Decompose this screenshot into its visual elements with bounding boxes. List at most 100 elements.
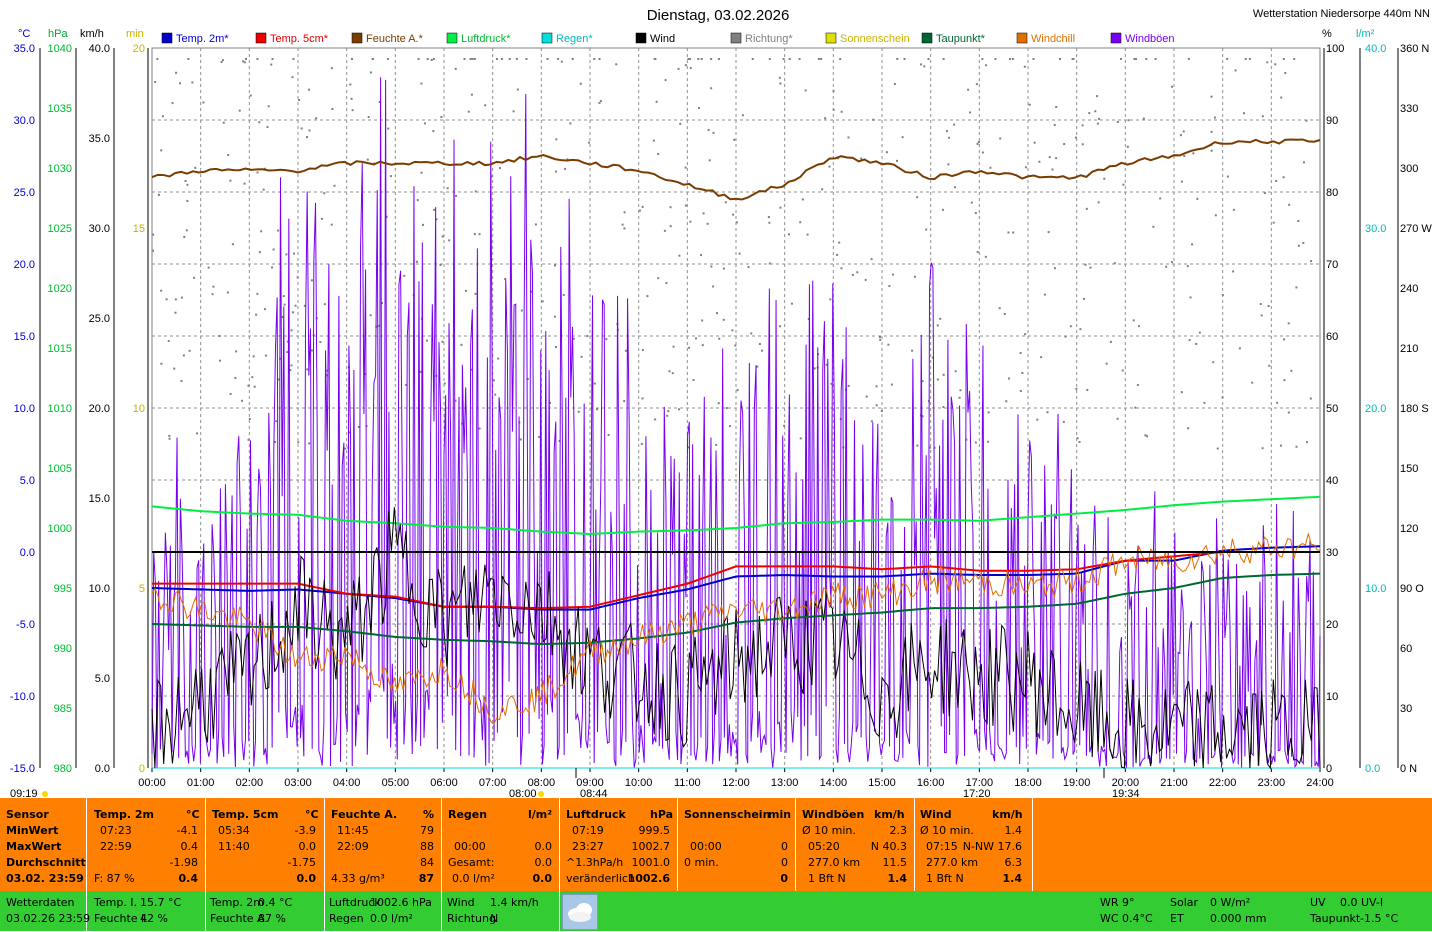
direction-dot <box>1126 145 1129 148</box>
hum-min-time: 11:45 <box>337 824 369 837</box>
direction-dot <box>678 408 681 411</box>
temp2-header: Temp. 2m <box>94 808 154 821</box>
direction-dot <box>277 229 280 232</box>
direction-tick-label: 240 <box>1400 283 1418 295</box>
direction-dot <box>663 229 666 232</box>
direction-dot <box>1081 143 1084 146</box>
direction-dot <box>706 222 709 225</box>
direction-dot <box>194 166 197 169</box>
direction-dot <box>263 308 266 311</box>
gust-distance: 277.0 km <box>808 856 861 869</box>
direction-dot <box>579 82 582 85</box>
direction-tick-label: 30 <box>1400 703 1412 715</box>
direction-dot <box>1063 143 1066 146</box>
direction-dot <box>623 211 626 214</box>
direction-dot <box>1248 58 1251 60</box>
current-data-bar: Wetterdaten 03.02.26 23:59 Temp. I. 15.7… <box>0 891 1432 931</box>
direction-dot <box>492 379 495 382</box>
direction-dot <box>229 179 232 182</box>
direction-dot <box>640 442 643 445</box>
temp5-header: Temp. 5cm <box>212 808 279 821</box>
direction-dot <box>888 284 891 287</box>
direction-dot <box>534 223 537 226</box>
direction-dot <box>455 194 458 197</box>
direction-dot <box>553 315 556 318</box>
temp2-avg-value: -1.98 <box>169 856 198 869</box>
rain-tick-label: 20.0 <box>1365 403 1386 415</box>
direction-dot <box>1182 130 1185 133</box>
wind-tick-label: 20.0 <box>89 403 110 415</box>
direction-dot <box>227 154 230 157</box>
direction-dot <box>1047 231 1050 234</box>
direction-dot <box>654 418 657 421</box>
direction-dot <box>1046 411 1049 414</box>
direction-dot <box>919 63 922 66</box>
direction-dot <box>1165 265 1168 268</box>
legend-label: Richtung* <box>745 33 793 45</box>
direction-dot <box>508 58 511 60</box>
direction-dot <box>1152 225 1155 228</box>
gust-current: 1.4 <box>887 872 908 885</box>
direction-dot <box>308 88 311 91</box>
direction-dot <box>1084 263 1087 266</box>
humidity-tick-label: 70 <box>1326 259 1338 271</box>
direction-dot <box>1302 161 1305 164</box>
direction-dot <box>369 71 372 74</box>
direction-dot <box>416 199 419 202</box>
direction-dot <box>1072 58 1075 60</box>
x-tick-label: 23:00 <box>1258 777 1286 789</box>
direction-dot <box>1309 397 1312 400</box>
direction-dot <box>286 340 289 343</box>
direction-dot <box>251 376 254 379</box>
direction-dot <box>689 220 692 223</box>
direction-dot <box>1226 175 1229 178</box>
direction-dot <box>624 349 627 352</box>
direction-dot <box>1191 243 1194 246</box>
direction-dot <box>1226 58 1229 60</box>
wind-tick-label: 15.0 <box>89 493 110 505</box>
direction-dot <box>856 271 859 274</box>
press-min-value: 999.5 <box>638 824 671 837</box>
direction-dot <box>467 110 470 113</box>
direction-dot <box>1196 197 1199 200</box>
direction-dot <box>319 341 322 344</box>
direction-dot <box>801 198 804 201</box>
direction-dot <box>598 58 601 60</box>
direction-dot <box>298 98 301 101</box>
direction-dot <box>422 223 425 226</box>
legend-label: Temp. 5cm* <box>270 33 329 45</box>
direction-dot <box>1295 445 1298 448</box>
direction-dot <box>291 76 294 79</box>
weather-cloud-icon <box>562 894 598 930</box>
direction-dot <box>761 349 764 352</box>
direction-dot <box>1259 303 1262 306</box>
direction-tick-label: 90 O <box>1400 583 1424 595</box>
direction-dot <box>1081 124 1084 127</box>
pressure-tick-label: 980 <box>54 763 72 775</box>
dewpoint-value: -1.5 °C <box>1360 912 1399 925</box>
direction-dot <box>768 221 771 224</box>
direction-dot <box>880 410 883 413</box>
temp2-max-time: 22:59 <box>100 840 132 853</box>
direction-dot <box>1142 117 1145 120</box>
direction-dot <box>387 127 390 130</box>
legend: Temp. 2m* Temp. 5cm* Feuchte A.* Luftdruck*… <box>161 32 1175 45</box>
direction-dot <box>1085 207 1088 210</box>
direction-dot <box>1078 441 1081 444</box>
direction-dot <box>712 131 715 134</box>
direction-dot <box>1189 296 1192 299</box>
sun-header: Sonnenschein <box>684 808 771 821</box>
series-line <box>151 533 1321 726</box>
direction-dot <box>916 444 919 447</box>
series-line <box>152 551 1320 610</box>
rain-rate: 0.0 l/m² <box>452 872 495 885</box>
direction-dot <box>872 118 875 121</box>
temp-tick-label: 10.0 <box>14 403 35 415</box>
x-tick-label: 08:00 <box>528 777 556 789</box>
legend-swatch <box>446 32 458 44</box>
unit-temp: °C <box>18 28 30 40</box>
wind-distance-value: 6.3 <box>1004 856 1023 869</box>
direction-dot <box>870 258 873 261</box>
direction-dot <box>933 446 936 449</box>
humidity-tick-label: 10 <box>1326 691 1338 703</box>
